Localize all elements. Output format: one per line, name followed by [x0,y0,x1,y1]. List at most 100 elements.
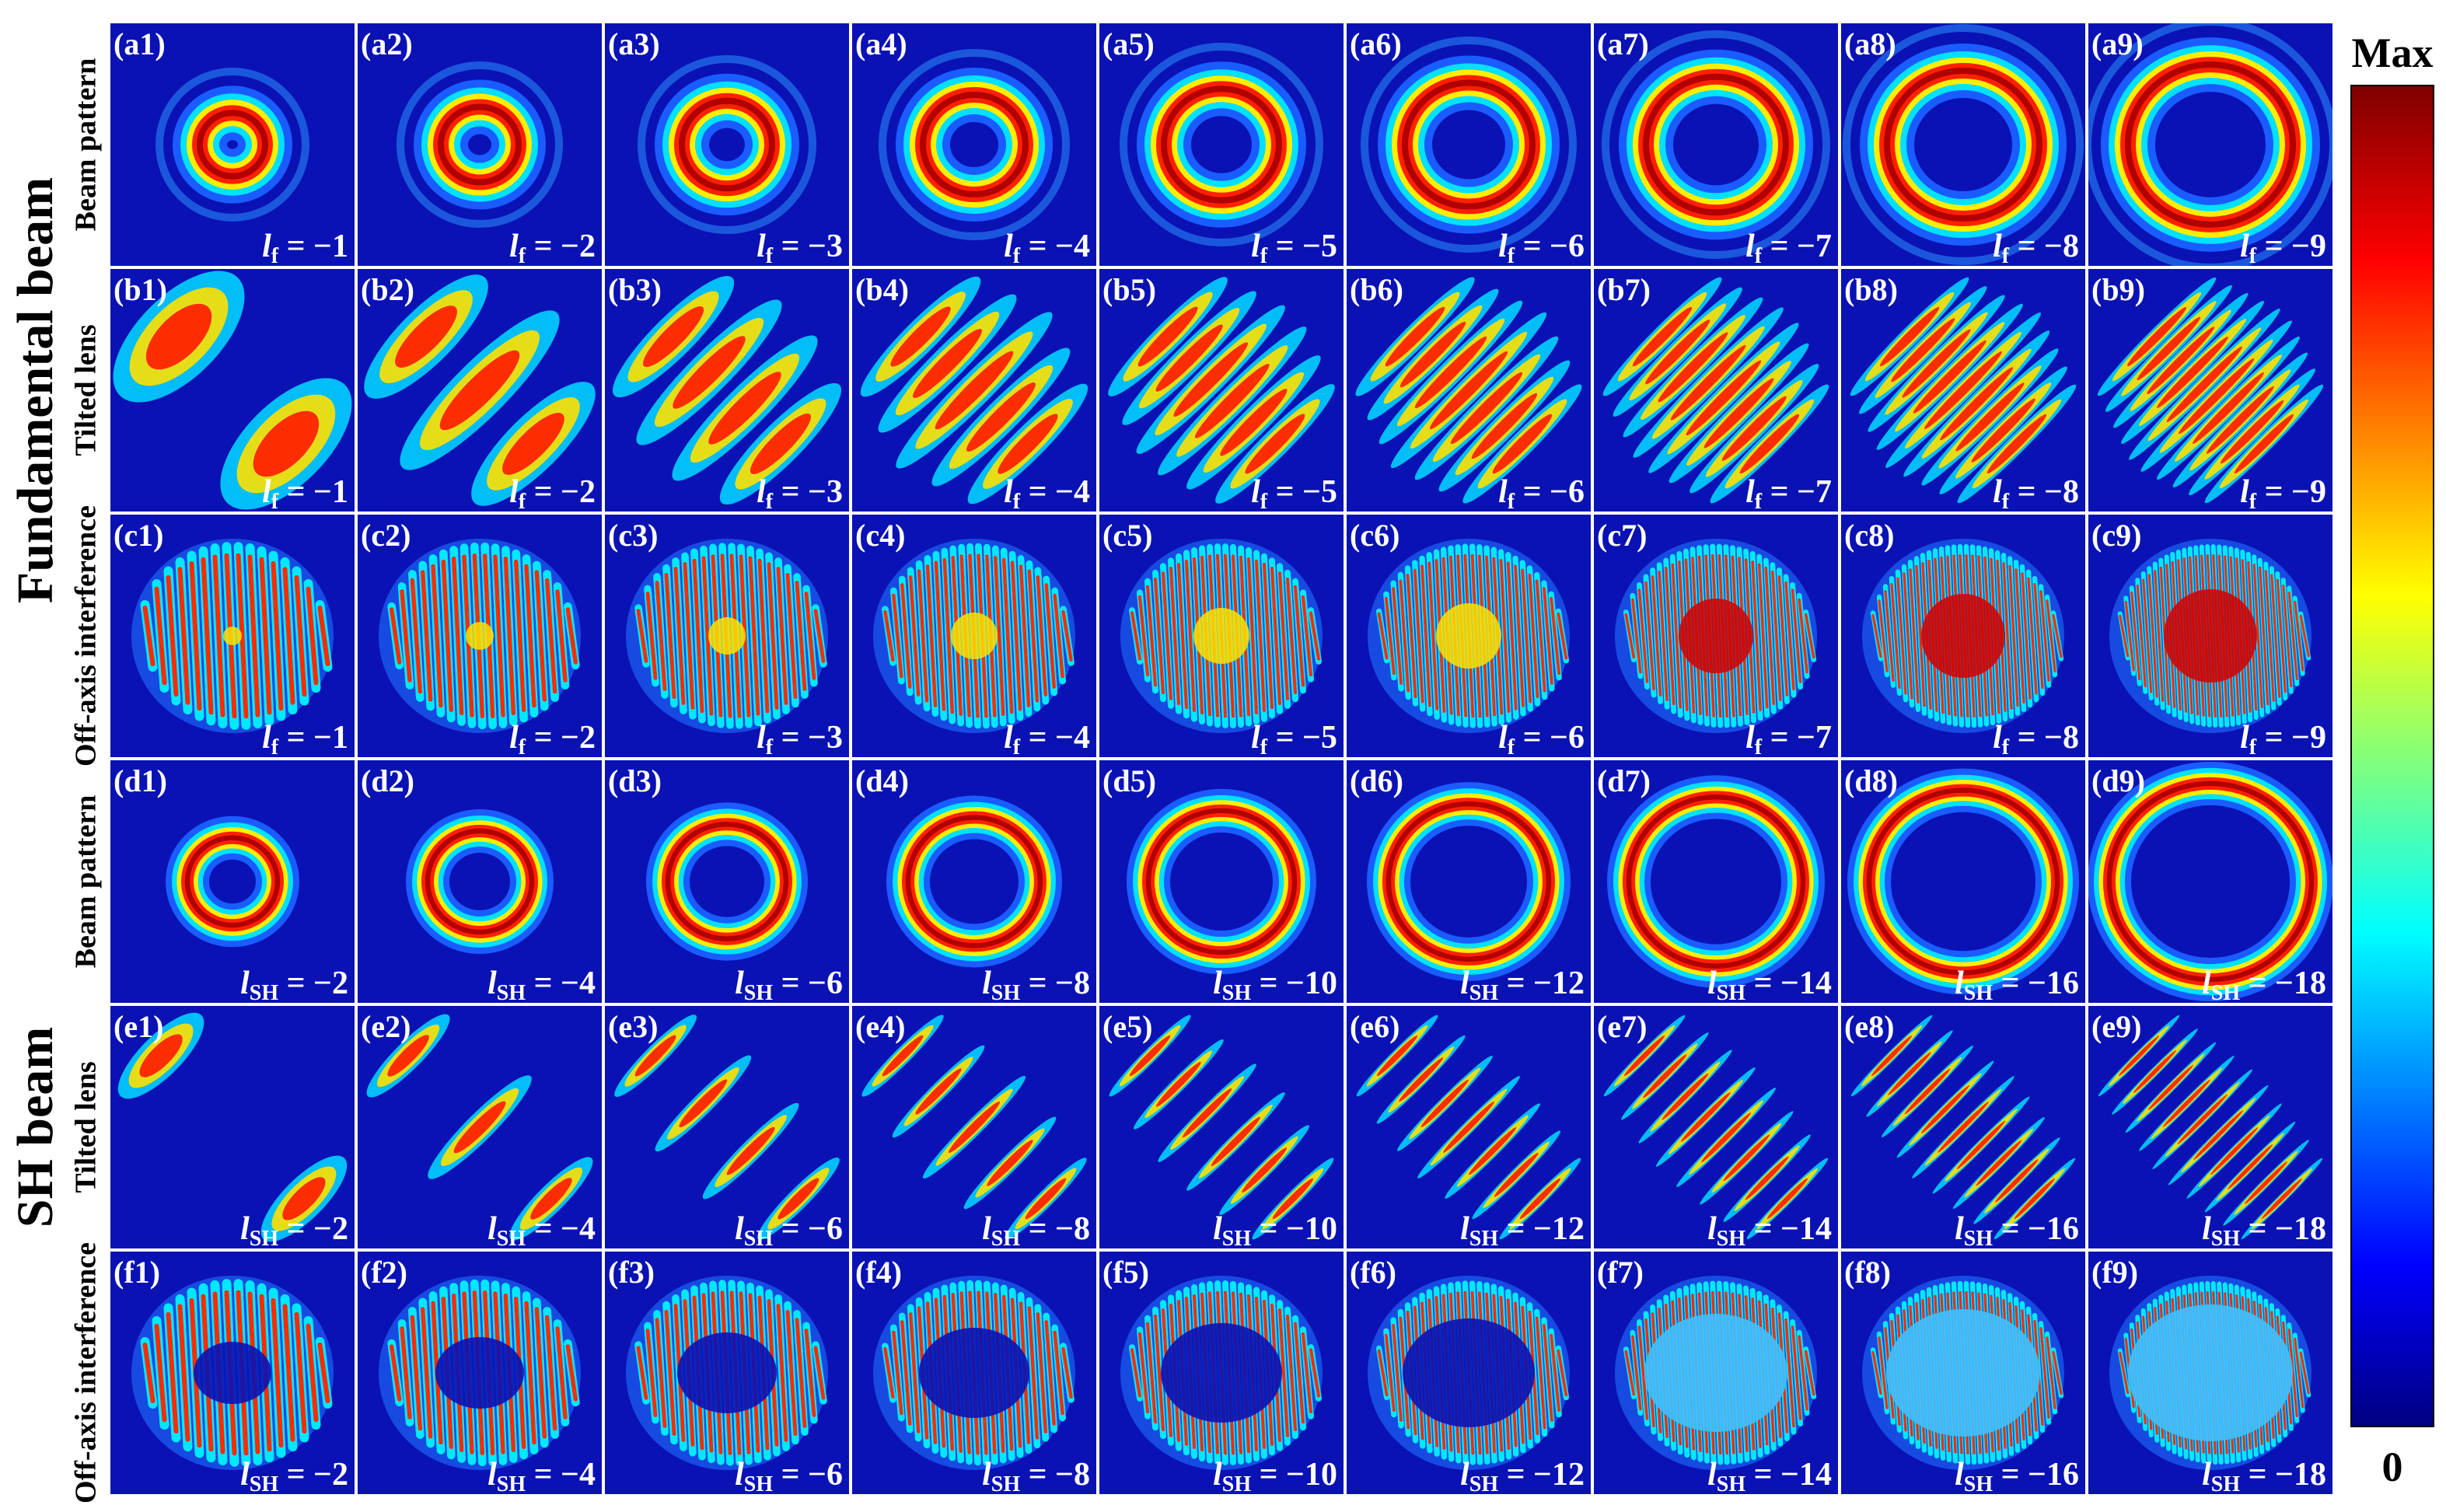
panel-caption: lSH = −12 [1460,1211,1585,1251]
panel-caption: lSH = −16 [1955,1457,2079,1496]
lobe [1956,1120,2006,1170]
lobe [750,413,811,474]
lobe [1924,351,2002,429]
fringe [2294,600,2304,672]
caption-subscript: f [1260,735,1268,759]
lobe [1183,1088,1232,1138]
caption-subscript: SH [1717,981,1746,1005]
fringe [2119,614,2130,658]
fringe [1053,593,1064,679]
fringe [1027,1306,1040,1440]
panel: (b5) lf = −5 [1099,269,1344,512]
panel-tag: (b4) [855,272,909,307]
lobes [364,274,596,506]
panel-caption: lf = −1 [262,229,348,268]
fringe [900,583,912,689]
caption-subscript: f [766,490,774,514]
fringe [1427,561,1439,711]
panel-caption: lf = −8 [1993,229,2079,268]
caption-symbol: l [1004,229,1013,264]
panel-caption: lf = −7 [1745,720,1832,759]
panel-caption: lSH = −2 [240,1457,348,1496]
fringe [1392,587,1403,685]
fringe [271,1297,284,1448]
panel: (f9) lSH = −18 [2088,1252,2332,1494]
panel-tag: (e9) [2091,1009,2141,1044]
row-label: Beam pattern [70,58,103,232]
panel: (a4) lf = −4 [852,23,1096,266]
panel-tag: (f4) [855,1255,902,1290]
fringe [757,558,770,714]
fringe [804,1329,816,1417]
panel-caption: lSH = −6 [735,1211,843,1251]
lobe [913,329,983,399]
lobe [1938,1102,1989,1153]
fringe [1535,579,1546,693]
fringe [701,556,714,716]
center-hole [194,1342,271,1404]
fringe [1631,1335,1642,1411]
lobe [1385,306,1445,367]
panel-caption: lSH = −14 [1707,966,1832,1005]
panel-caption: lSH = −8 [982,1457,1090,1496]
fringe [785,572,798,700]
panel-caption: lSH = −4 [487,966,596,1005]
fringe [1061,609,1073,662]
panel-caption: lf = −1 [262,720,348,759]
panel: (d3) lSH = −6 [605,760,849,1005]
fringe [1535,1316,1546,1430]
panel-background [605,23,849,266]
panel-caption: lSH = −4 [487,1211,596,1251]
ring [2125,61,2296,228]
fringe [1550,1333,1560,1412]
lobe [777,1178,819,1220]
panel: (b9) lf = −9 [2088,269,2332,512]
lobes [2098,1014,2323,1240]
fringe [664,572,676,700]
side-ring [1361,37,1577,253]
lobe [387,1035,429,1077]
lobe [2261,1178,2303,1220]
panel: (b3) lf = −3 [605,269,849,514]
panel: (e2) lSH = −4 [358,1006,602,1251]
panel-caption: lSH = −10 [1213,1457,1337,1496]
panel-tag: (d3) [608,763,662,798]
caption-value: = −1 [278,229,348,264]
lobe [145,303,212,370]
lobe [1662,1073,1709,1120]
caption-symbol: l [1213,966,1222,1001]
panel: (d5) lSH = −10 [1099,760,1344,1003]
panel: (b6) lf = −6 [1347,269,1591,512]
fringe [1044,1320,1056,1426]
caption-symbol: l [757,720,766,756]
caption-value: = −7 [1762,720,1832,756]
lobe [1643,1054,1687,1098]
caption-subscript: f [1755,244,1763,268]
fringe [1514,564,1525,707]
lobe [1871,1035,1913,1077]
fringe [555,589,568,683]
fringe [259,557,272,715]
fringe [1169,566,1180,706]
lobe [643,306,704,368]
caption-symbol: l [735,1457,744,1493]
fringe [664,1309,676,1437]
lobe [1245,414,1305,474]
panel-caption: lf = −5 [1251,720,1337,759]
lobe [2118,1035,2160,1077]
panel-tag: (a7) [1597,26,1649,61]
caption-value: = −4 [526,1211,596,1247]
lobe [1686,360,1762,436]
lobe [679,1079,728,1128]
fringe [565,1344,578,1402]
fringe [1528,573,1539,699]
panel-tag: (f1) [114,1255,160,1290]
caption-subscript: SH [744,981,774,1005]
fringe [2270,574,2281,698]
fringe [1757,563,1769,709]
fringe [2259,566,2270,706]
panel-caption: lf = −3 [757,474,843,514]
fringe [1624,613,1635,659]
fringe [524,1301,536,1445]
fringe [1521,568,1532,704]
